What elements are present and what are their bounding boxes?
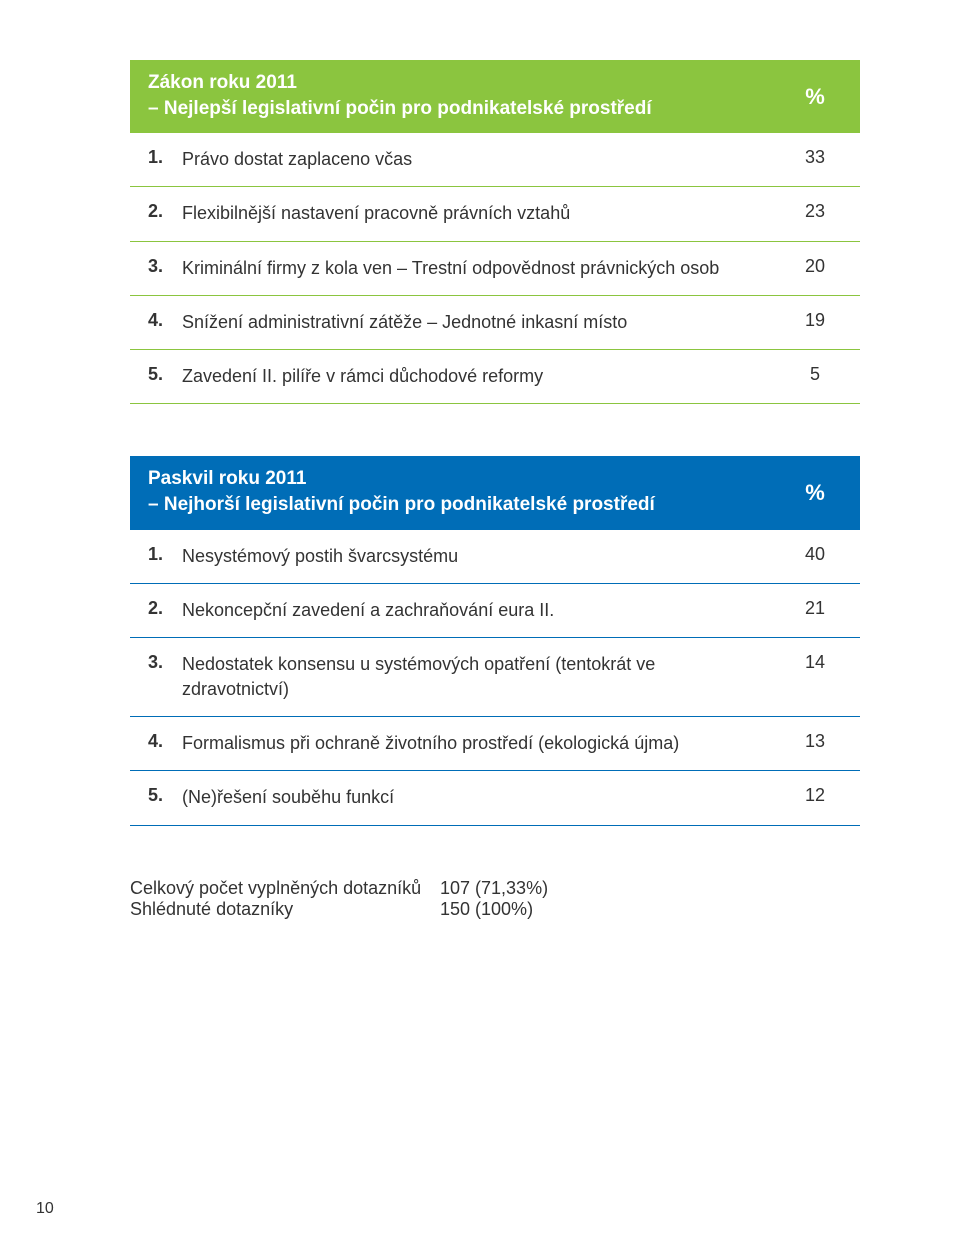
table-row: 4. Formalismus při ochraně životního pro… (130, 717, 860, 771)
summary-row: Shlédnuté dotazníky 150 (100%) (130, 899, 860, 920)
row-value: 20 (770, 241, 860, 295)
row-value: 33 (770, 133, 860, 187)
table-row: 1. Právo dostat zaplaceno včas 33 (130, 133, 860, 187)
summary-label: Celkový počet vyplněných dotazníků (130, 878, 440, 899)
header-line2: – Nejhorší legislativní počin pro podnik… (148, 494, 655, 515)
row-value: 14 (770, 637, 860, 716)
table-row: 3. Kriminální firmy z kola ven – Trestní… (130, 241, 860, 295)
summary-label: Shlédnuté dotazníky (130, 899, 440, 920)
row-text: Flexibilnější nastavení pracovně právníc… (182, 187, 770, 241)
row-value: 23 (770, 187, 860, 241)
row-text: Zavedení II. pilíře v rámci důchodové re… (182, 350, 770, 404)
table-header-title: Zákon roku 2011 – Nejlepší legislativní … (130, 60, 770, 133)
row-text: Snížení administrativní zátěže – Jednotn… (182, 295, 770, 349)
row-number: 1. (130, 133, 182, 187)
header-line1: Zákon roku 2011 (148, 72, 297, 93)
row-number: 4. (130, 717, 182, 771)
table-header-row: Paskvil roku 2011 – Nejhorší legislativn… (130, 456, 860, 529)
summary-block: Celkový počet vyplněných dotazníků 107 (… (130, 878, 860, 920)
table-worst-law: Paskvil roku 2011 – Nejhorší legislativn… (130, 456, 860, 825)
row-number: 5. (130, 771, 182, 825)
table-row: 4. Snížení administrativní zátěže – Jedn… (130, 295, 860, 349)
row-value: 12 (770, 771, 860, 825)
summary-value: 107 (71,33%) (440, 878, 548, 899)
row-number: 4. (130, 295, 182, 349)
row-text: Nesystémový postih švarcsystému (182, 530, 770, 584)
table-row: 5. Zavedení II. pilíře v rámci důchodové… (130, 350, 860, 404)
row-text: (Ne)řešení souběhu funkcí (182, 771, 770, 825)
row-text: Právo dostat zaplaceno včas (182, 133, 770, 187)
table-header-percent: % (770, 456, 860, 529)
row-value: 19 (770, 295, 860, 349)
row-text: Kriminální firmy z kola ven – Trestní od… (182, 241, 770, 295)
row-value: 40 (770, 530, 860, 584)
header-line2: – Nejlepší legislativní počin pro podnik… (148, 98, 652, 119)
row-value: 5 (770, 350, 860, 404)
row-number: 2. (130, 187, 182, 241)
row-text: Nekoncepční zavedení a zachraňování eura… (182, 583, 770, 637)
table-header-title: Paskvil roku 2011 – Nejhorší legislativn… (130, 456, 770, 529)
table-header-row: Zákon roku 2011 – Nejlepší legislativní … (130, 60, 860, 133)
table-row: 2. Nekoncepční zavedení a zachraňování e… (130, 583, 860, 637)
summary-value: 150 (100%) (440, 899, 533, 920)
row-value: 13 (770, 717, 860, 771)
row-value: 21 (770, 583, 860, 637)
row-number: 1. (130, 530, 182, 584)
table-row: 3. Nedostatek konsensu u systémových opa… (130, 637, 860, 716)
table-header-percent: % (770, 60, 860, 133)
row-text: Formalismus při ochraně životního prostř… (182, 717, 770, 771)
header-line1: Paskvil roku 2011 (148, 468, 306, 489)
table-row: 2. Flexibilnější nastavení pracovně práv… (130, 187, 860, 241)
row-text: Nedostatek konsensu u systémových opatře… (182, 637, 770, 716)
summary-row: Celkový počet vyplněných dotazníků 107 (… (130, 878, 860, 899)
page-content: Zákon roku 2011 – Nejlepší legislativní … (0, 0, 960, 920)
table-row: 5. (Ne)řešení souběhu funkcí 12 (130, 771, 860, 825)
row-number: 3. (130, 241, 182, 295)
row-number: 3. (130, 637, 182, 716)
row-number: 2. (130, 583, 182, 637)
table-best-law: Zákon roku 2011 – Nejlepší legislativní … (130, 60, 860, 404)
row-number: 5. (130, 350, 182, 404)
table-row: 1. Nesystémový postih švarcsystému 40 (130, 530, 860, 584)
page-number: 10 (36, 1200, 54, 1218)
